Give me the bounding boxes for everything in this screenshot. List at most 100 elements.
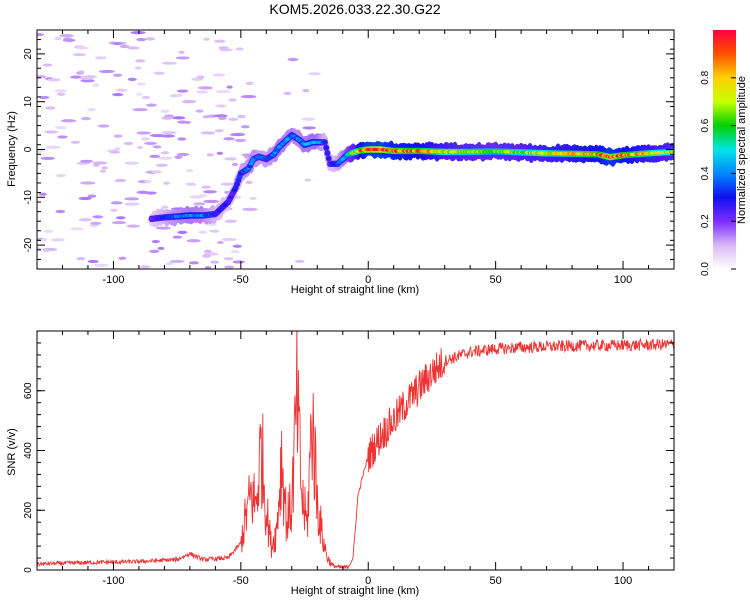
spectrogram-noise-cell: [212, 73, 226, 77]
spectrogram-noise-cell: [92, 215, 104, 219]
spectrogram-noise-cell: [115, 88, 128, 92]
spectrogram-noise-cell: [112, 41, 123, 46]
spectrogram-noise-cell: [127, 77, 137, 81]
spectrogram-noise-cell: [163, 181, 170, 185]
spectrogram-noise-cell: [114, 147, 121, 151]
spectrogram-noise-cell: [240, 95, 257, 99]
spectrogram-noise-cell: [118, 256, 127, 260]
spectrogram-noise-cell: [87, 108, 96, 112]
spectrogram-noise-cell: [139, 265, 151, 269]
spectrogram-noise-cell: [224, 265, 235, 269]
spectrogram-y-tick-label: 20: [23, 48, 34, 60]
snr-y-label: SNR (v/v): [6, 428, 18, 476]
spectrogram-ridge-core: [234, 182, 240, 186]
spectrogram-noise-cell: [232, 260, 245, 264]
spectrogram-x-tick-label: 0: [365, 274, 371, 286]
colorbar-tick-label: 0.2: [700, 214, 711, 228]
spectrogram-noise-cell: [216, 240, 224, 245]
spectrogram-noise-cell: [80, 79, 95, 83]
spectrogram-noise-cell: [136, 92, 143, 96]
spectrogram-noise-cell: [242, 207, 258, 211]
spectrogram-noise-cell: [124, 161, 140, 165]
spectrogram-noise-cell: [224, 157, 237, 161]
spectrogram-y-tick-label: 10: [23, 96, 34, 108]
spectrogram-noise-cell: [78, 70, 85, 74]
spectrogram-noise-cell: [76, 46, 89, 50]
spectrogram-noise-cell: [80, 116, 92, 121]
spectrogram-noise-cell: [38, 192, 47, 196]
spectrogram-noise-cell: [302, 126, 316, 130]
spectrogram-y-tick-label: -10: [23, 190, 34, 205]
snr-y-axis: 0 200 400 600: [23, 330, 674, 573]
spectrogram-x-tick-label: 100: [614, 274, 632, 286]
spectrogram-noise-cell: [94, 56, 107, 60]
spectrogram-noise-cell: [206, 153, 214, 157]
spectrogram-noise-cell: [193, 202, 206, 206]
spectrogram-ridge-core: [322, 140, 328, 144]
snr-y-tick-label: 0: [23, 567, 34, 573]
spectrogram-noise-cell: [55, 209, 66, 214]
spectrogram-noise-cell: [202, 254, 211, 258]
spectrogram-noise-cell: [283, 91, 292, 96]
spectrogram-noise-cell: [178, 50, 185, 54]
snr-x-tick-label: 50: [490, 575, 502, 587]
spectrogram-noise-cell: [218, 116, 227, 120]
spectrogram-noise-cell: [203, 37, 211, 41]
colorbar-tick-label: 0.6: [700, 118, 711, 132]
spectrogram-x-tick-label: -50: [233, 274, 249, 286]
spectrogram-noise-cell: [197, 86, 214, 90]
spectrogram-noise-cell: [78, 218, 92, 222]
spectrogram-noise-cell: [218, 46, 229, 50]
spectrogram-noise-cell: [235, 47, 244, 51]
spectrogram-noise-cell: [87, 194, 97, 198]
spectrogram-noise-cell: [126, 224, 140, 228]
spectrogram-noise-cell: [127, 46, 140, 50]
spectrogram-noise-cell: [99, 169, 106, 173]
spectrogram-noise-cell: [155, 226, 171, 230]
snr-x-label: Height of straight line (km): [291, 585, 419, 597]
spectrogram-noise-cell: [93, 263, 109, 267]
spectrogram-noise-cell: [149, 154, 161, 158]
spectrogram-noise-cell: [185, 182, 197, 186]
spectrogram-noise-cell: [161, 205, 169, 209]
spectrogram-noise-cell: [216, 151, 224, 155]
spectrogram-noise-cell: [132, 108, 148, 112]
spectrogram-noise-cell: [172, 116, 186, 120]
spectrogram-noise-cell: [176, 89, 189, 93]
spectrogram-noise-cell: [124, 202, 140, 206]
spectrogram-noise-cell: [160, 134, 175, 138]
spectrogram-noise-cell: [153, 71, 165, 75]
spectrogram-noise-cell: [226, 85, 233, 89]
spectrogram-noise-cell: [137, 145, 144, 150]
spectrogram-noise-cell: [144, 141, 157, 145]
colorbar-gradient: [713, 30, 736, 269]
spectrogram-noise-cell: [213, 39, 226, 43]
spectrogram-y-axis: -20 -10 0 10 20: [23, 29, 674, 270]
spectrogram-noise-cell: [63, 37, 73, 41]
figure-title: KOM5.2026.033.22.30.G22: [269, 1, 440, 17]
spectrogram-noise-cell: [45, 106, 56, 110]
spectrogram-noise-cell: [135, 59, 146, 63]
spectrogram-noise-cell: [97, 124, 110, 128]
spectrogram-noise-cell: [124, 197, 140, 201]
spectrogram-noise-cell: [134, 66, 142, 70]
spectrogram-noise-cell: [110, 201, 123, 205]
spectrogram-noise-cell: [157, 156, 173, 160]
spectrogram-noise-cell: [70, 140, 81, 144]
spectrogram-noise-cell: [92, 83, 100, 87]
snr-y-tick-label: 400: [23, 442, 34, 459]
spectrogram-noise-cell: [56, 92, 66, 96]
spectrogram-noise-cell: [136, 82, 146, 86]
snr-series-line: [37, 331, 674, 570]
spectrogram-noise-cell: [114, 178, 127, 183]
spectrogram-noise-cell: [113, 134, 123, 138]
spectrogram-noise-cell: [160, 151, 170, 155]
snr-y-tick-label: 600: [23, 382, 34, 399]
spectrogram-noise-cell: [161, 131, 177, 135]
spectrogram-noise-cell: [161, 116, 173, 120]
spectrogram-noise-cell: [40, 156, 56, 161]
spectrogram-noise-cell: [201, 185, 211, 189]
spectrogram-noise-cell: [165, 262, 174, 266]
snr-x-tick-label: -100: [102, 575, 124, 587]
